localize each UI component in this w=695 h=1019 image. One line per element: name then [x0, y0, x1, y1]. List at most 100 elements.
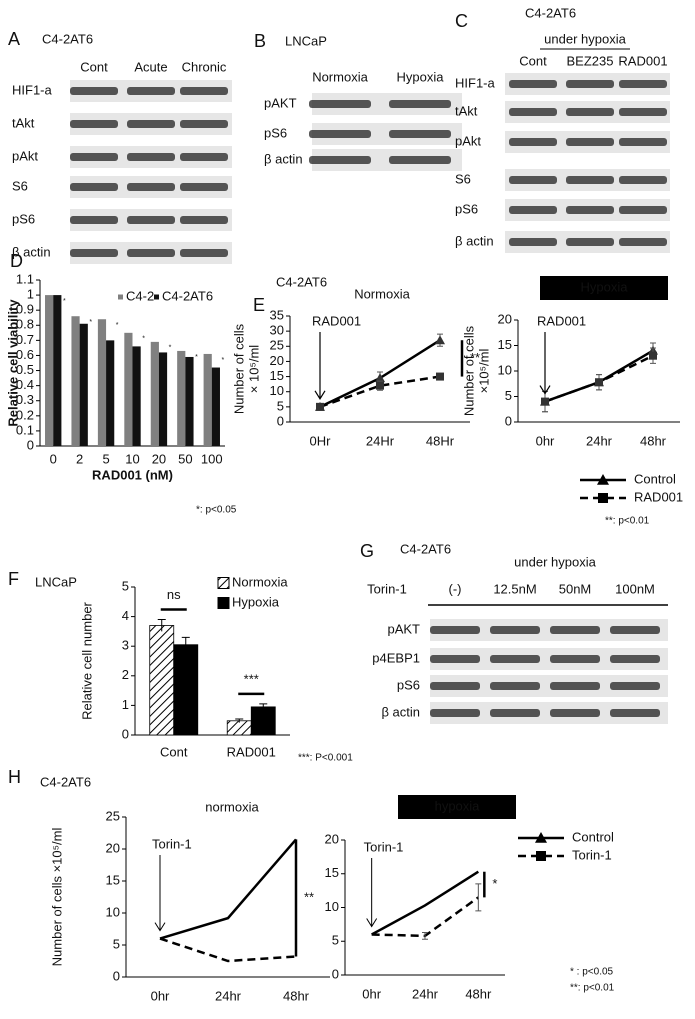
line — [371, 870, 480, 936]
y-tick-label: 0 — [27, 437, 34, 452]
y-tick-label: 10 — [106, 904, 120, 919]
row-label: pS6 — [12, 211, 35, 226]
y-axis-label: Relative cell number — [79, 601, 94, 719]
y-tick-label: 10 — [498, 362, 512, 377]
marker — [541, 397, 549, 406]
x-tick-label: 24Hr — [366, 433, 395, 448]
y-tick-label: 15 — [498, 337, 512, 352]
significance: * — [63, 298, 66, 305]
legend-swatch — [217, 597, 230, 609]
bar — [173, 644, 199, 736]
x-tick-label: 50 — [178, 451, 192, 466]
legend-marker — [535, 832, 547, 843]
y-tick-label: 3 — [122, 638, 129, 653]
line — [319, 375, 441, 409]
blot-band — [127, 183, 175, 191]
blot-band — [610, 682, 660, 690]
y-tick-label: 10 — [270, 383, 284, 398]
legend-label: Control — [572, 829, 614, 844]
blot-strip — [312, 149, 462, 171]
blot-band — [70, 183, 118, 191]
bar — [177, 350, 186, 446]
arrow-label: Torin-1 — [364, 839, 404, 854]
blot-band — [70, 249, 118, 257]
blot-band — [509, 206, 557, 214]
x-tick-label: 2 — [76, 451, 83, 466]
arrow-label: RAD001 — [537, 313, 586, 328]
x-tick-label: 24hr — [215, 988, 242, 1003]
panel-letter: H — [8, 767, 21, 787]
cell-line: LNCaP — [285, 33, 327, 48]
legend-swatch — [154, 294, 159, 300]
y-tick-label: 1 — [27, 287, 34, 302]
bar — [71, 316, 80, 446]
note: ***: P<0.001 — [298, 753, 353, 764]
row-label: tAkt — [455, 103, 478, 118]
blot-band — [309, 130, 371, 138]
blot-strip — [430, 702, 668, 724]
panel-letter: B — [254, 31, 266, 51]
bar — [158, 352, 168, 446]
bar — [124, 332, 133, 446]
blot-band — [566, 238, 614, 246]
row-label: pAKT — [264, 95, 297, 110]
blot-band — [180, 120, 228, 128]
y-tick-label: 0.5 — [16, 362, 34, 377]
blot-band — [509, 176, 557, 184]
blot-strip — [430, 619, 668, 641]
significance: * — [142, 336, 145, 343]
blot-band — [309, 156, 371, 164]
significance: * — [222, 357, 225, 364]
blot-band — [389, 130, 451, 138]
bar — [97, 319, 107, 446]
y-tick-label: 5 — [332, 933, 339, 948]
lane-label: 12.5nM — [493, 581, 536, 596]
x-tick-label: 10 — [125, 451, 139, 466]
x-tick-label: 20 — [152, 451, 166, 466]
blot-strip — [430, 648, 668, 670]
x-tick-label: RAD001 — [227, 744, 276, 759]
legend-marker — [598, 493, 608, 503]
y-tick-label: 5 — [505, 388, 512, 403]
blot-band — [180, 153, 228, 161]
note: **: p<0.01 — [605, 516, 650, 527]
blot-band — [127, 120, 175, 128]
error-bar — [181, 636, 190, 653]
lane-label: Cont — [519, 53, 547, 68]
blot-strip — [312, 93, 462, 115]
blot-band — [490, 655, 540, 663]
panel-letter: F — [8, 569, 19, 589]
lane-label: Normoxia — [312, 69, 368, 84]
legend-label: C4-2AT6 — [162, 288, 213, 303]
blot-band — [619, 238, 667, 246]
bar — [203, 353, 212, 446]
y-tick-label: 0.3 — [16, 392, 34, 407]
row-label: HIF1-a — [455, 75, 496, 90]
blot-band — [490, 709, 540, 717]
blot-band — [566, 138, 614, 146]
row-label: pAkt — [455, 133, 481, 148]
y-tick-label: 0.9 — [16, 302, 34, 317]
blot-band — [180, 183, 228, 191]
row-label: S6 — [455, 171, 471, 186]
marker — [435, 335, 445, 345]
marker — [376, 381, 384, 390]
blot-band — [389, 100, 451, 108]
cell-line: C4-2AT6 — [525, 5, 576, 20]
panel-letter: D — [10, 251, 23, 271]
significance: ** — [304, 889, 314, 904]
blot-band — [619, 138, 667, 146]
legend-label: Hypoxia — [232, 594, 280, 609]
blot-band — [619, 176, 667, 184]
y-axis-unit: ×10⁵/ml — [476, 349, 491, 394]
legend-marker — [536, 851, 546, 861]
blot-band — [610, 626, 660, 634]
y-axis-label: Number of cells — [231, 323, 246, 414]
marker — [316, 402, 324, 411]
error-bar — [235, 718, 244, 723]
blot-band — [430, 626, 480, 634]
lane-label: Cont — [80, 59, 108, 74]
arrow-label: Torin-1 — [152, 836, 192, 851]
cell-line: C4-2AT6 — [40, 774, 91, 789]
